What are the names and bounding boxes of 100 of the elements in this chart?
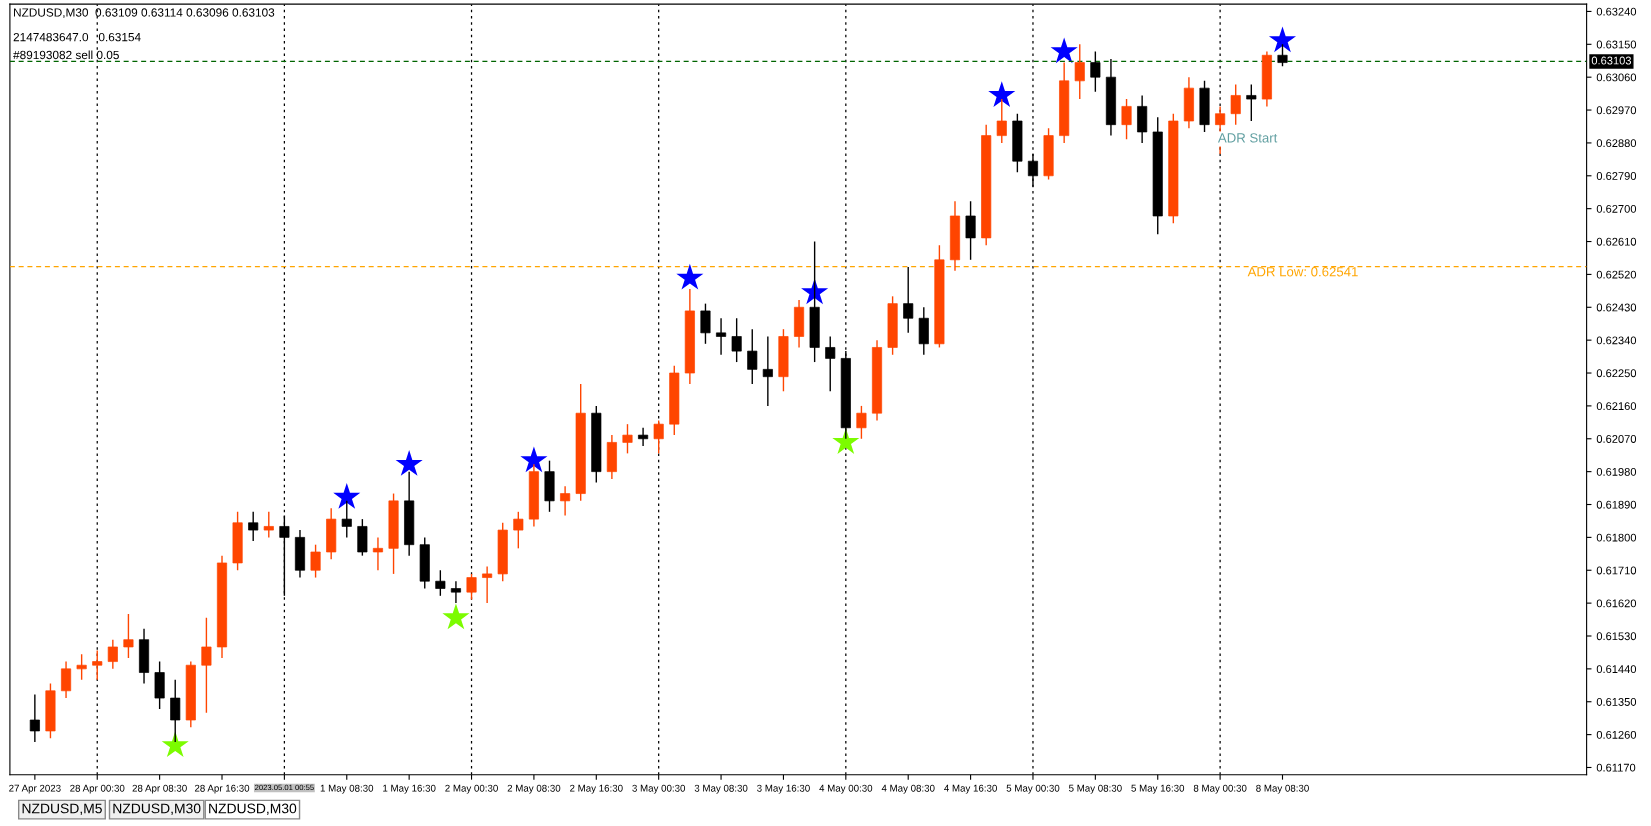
- text: 0.63103: [1591, 56, 1632, 65]
- y-tick-label: 0.62070: [1596, 435, 1637, 443]
- text: NZDUSD,M5: [22, 803, 102, 815]
- candlestick: [170, 679, 181, 743]
- x-tick-label: 28 Apr 08:30: [132, 784, 187, 794]
- point: [801, 278, 829, 305]
- candlestick: [1090, 50, 1101, 93]
- x-tick-label: 5 May 16:30: [1131, 784, 1185, 794]
- point: [161, 731, 189, 758]
- candlestick: [341, 500, 352, 539]
- y-tick-label: 0.61710: [1596, 566, 1637, 575]
- candlestick: [1230, 83, 1241, 126]
- y-tick-label: 0.62520: [1596, 270, 1637, 279]
- annotation: NZDUSD,M30 0.63109 0.63114 0.63096 0.63103: [14, 8, 275, 19]
- text: NZDUSD,M30: [113, 803, 201, 815]
- y-tick-label: 0.61170: [1596, 763, 1636, 772]
- candlestick: [856, 405, 867, 440]
- candlestick: [638, 427, 649, 447]
- y-tick-label: 0.62160: [1596, 402, 1637, 411]
- ref-line-label: ADR Low: 0.62541: [1247, 267, 1358, 277]
- candlestick: [965, 200, 976, 261]
- candlestick: [1277, 43, 1288, 67]
- point: [988, 81, 1016, 107]
- x-tick-label: 2 May 00:30: [445, 784, 498, 794]
- candlestick: [1074, 43, 1085, 100]
- x-tick-label: 27 Apr 2023: [9, 784, 61, 794]
- candlestick: [560, 485, 571, 517]
- candlestick: [762, 335, 773, 407]
- x-tick-label: 3 May 08:30: [694, 784, 748, 794]
- y-tick-label: 0.62880: [1596, 139, 1637, 148]
- y-tick-label: 0.61530: [1596, 632, 1637, 641]
- x-tick-label: 3 May 16:30: [757, 784, 810, 794]
- candlestick: [435, 569, 446, 597]
- y-tick-label: 0.61620: [1596, 599, 1637, 608]
- point: [442, 603, 470, 630]
- candlestick: [450, 580, 461, 604]
- candlestick: [29, 693, 40, 743]
- x-tick-label: 2 May 16:30: [570, 784, 623, 794]
- y-tick-label: 0.61890: [1596, 500, 1637, 509]
- y-tick-label: 0.63240: [1596, 7, 1637, 16]
- point: [520, 446, 548, 473]
- x-tick-label: 8 May 08:30: [1256, 784, 1309, 794]
- candlestick: [1121, 98, 1132, 140]
- y-tick-label: 0.61260: [1596, 730, 1637, 739]
- annotation: 2147483647.0 0.63154: [13, 32, 141, 42]
- candlestick: [466, 573, 477, 601]
- y-tick-label: 0.61440: [1596, 665, 1637, 673]
- x-tick-label: 2 May 08:30: [507, 784, 561, 794]
- x-tick-label: 4 May 00:30: [819, 784, 873, 794]
- x-tick-label: 1 May 16:30: [383, 784, 436, 794]
- candlestick: [482, 565, 493, 604]
- candlestick: [716, 317, 727, 356]
- candlestick: [76, 653, 87, 681]
- candlestick: [123, 613, 134, 659]
- x-tick-label: 4 May 16:30: [944, 784, 997, 794]
- candlestick: [107, 638, 118, 670]
- point: [1050, 37, 1078, 64]
- candlestick: [372, 536, 383, 571]
- candlestick: [61, 660, 72, 699]
- y-tick-label: 0.62700: [1596, 204, 1637, 213]
- candlestick: [825, 335, 836, 392]
- annotation: ADR Start: [1217, 133, 1278, 143]
- y-tick-label: 0.62250: [1596, 369, 1637, 378]
- candlestick: [996, 98, 1007, 144]
- candlestick: [700, 302, 711, 345]
- point: [395, 450, 423, 476]
- x-tick-label: 3 May 00:30: [632, 784, 686, 794]
- y-tick-label: 0.61800: [1596, 533, 1637, 542]
- y-tick-label: 0.62970: [1596, 106, 1637, 115]
- ref-line-label: #89193082 sell 0.05: [13, 50, 119, 60]
- x-tick-label: 28 Apr 00:30: [70, 784, 125, 794]
- candlestick: [903, 266, 914, 334]
- candlestick: [310, 543, 321, 579]
- candlestick: [92, 649, 103, 681]
- y-tick-label: 0.63060: [1596, 73, 1637, 82]
- text: NZDUSD,M30: [209, 803, 297, 815]
- point: [1268, 26, 1297, 53]
- y-tick-label: 0.62790: [1596, 172, 1637, 180]
- y-tick-label: 0.61350: [1596, 698, 1637, 706]
- candlestick: [1246, 83, 1257, 122]
- y-tick-label: 0.63150: [1596, 40, 1637, 49]
- y-tick-label: 0.62340: [1596, 336, 1637, 345]
- x-tick-label: 5 May 00:30: [1006, 784, 1060, 794]
- candlestick: [513, 511, 524, 550]
- candlestick: [263, 511, 274, 539]
- x-tick-label: 1 May 08:30: [320, 784, 374, 794]
- y-tick-label: 0.61980: [1596, 467, 1637, 476]
- candlestick: [747, 328, 758, 385]
- candlestick: [653, 419, 664, 455]
- candlestick: [731, 317, 742, 363]
- x-tick-label: 5 May 08:30: [1068, 784, 1122, 794]
- x-tick-label: 28 Apr 16:30: [194, 784, 250, 794]
- x-tick-label: 8 May 00:30: [1193, 784, 1247, 794]
- point: [333, 482, 361, 509]
- candlestick: [622, 423, 633, 455]
- y-tick-label: 0.62610: [1596, 237, 1637, 246]
- point: [676, 263, 704, 290]
- y-tick-label: 0.62430: [1596, 303, 1637, 312]
- candlestick: [248, 511, 259, 542]
- candlestick: [201, 617, 212, 714]
